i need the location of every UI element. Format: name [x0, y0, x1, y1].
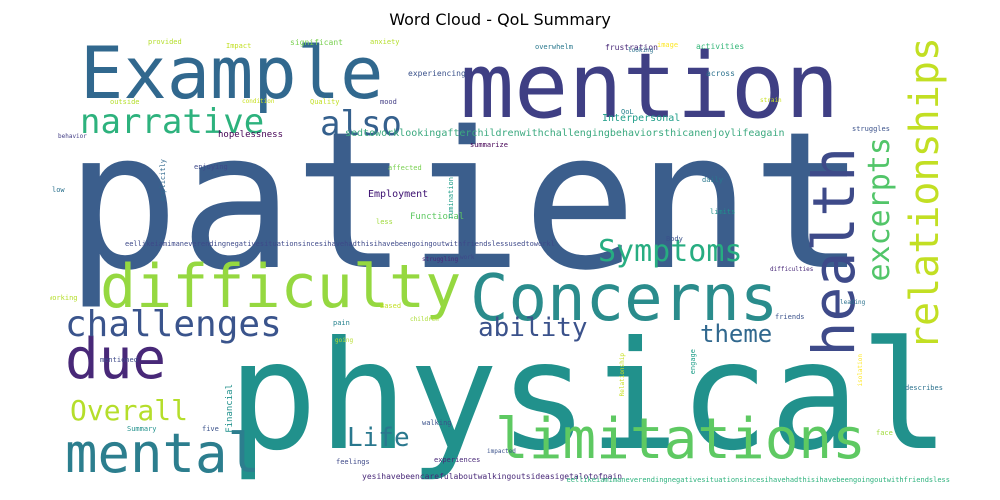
- word-26: Interpersonal: [602, 113, 681, 124]
- word-41: affected: [388, 164, 422, 172]
- word-22: eellikeiamimaneverendingnegativesituatio…: [125, 240, 555, 248]
- word-78: face: [876, 429, 893, 437]
- word-44: explicitly: [159, 159, 167, 202]
- word-4: Example: [80, 37, 384, 115]
- word-51: work: [460, 254, 475, 261]
- word-17: Overall: [70, 394, 189, 427]
- word-36: activities: [696, 42, 745, 51]
- word-40: enjoying: [194, 163, 228, 171]
- word-2: physical: [227, 310, 950, 484]
- word-30: experiencing: [408, 69, 466, 78]
- word-15: also: [320, 104, 402, 144]
- word-31: significant: [290, 38, 343, 47]
- word-52: difficulties: [770, 266, 814, 273]
- word-18: ability: [478, 313, 588, 343]
- word-48: limits: [710, 208, 736, 216]
- word-47: less: [376, 218, 393, 226]
- word-38: Quality: [310, 98, 340, 106]
- word-29: Financial: [225, 384, 235, 433]
- word-13: narrative: [80, 102, 265, 142]
- word-77: describes: [905, 384, 943, 392]
- word-75: Summary: [127, 425, 157, 433]
- word-9: relationships: [902, 37, 948, 351]
- word-57: children: [410, 316, 439, 323]
- word-20: Life: [347, 423, 410, 453]
- word-14: excerpts: [862, 137, 897, 282]
- word-53: leading: [840, 299, 866, 306]
- word-72: experiences: [434, 456, 481, 464]
- word-24: eellikeiamimaneverendingnegativesituatio…: [566, 476, 950, 484]
- word-19: theme: [700, 320, 773, 348]
- word-67: looking: [628, 47, 654, 54]
- word-25: Employment: [368, 189, 429, 200]
- word-10: mental: [65, 422, 261, 485]
- word-35: frustration: [605, 43, 658, 52]
- word-21: sedtoworklookingafterchildrenwithchallen…: [345, 128, 785, 139]
- word-76: five: [202, 425, 219, 433]
- word-70: strain: [760, 97, 782, 104]
- word-66: condition: [242, 98, 275, 105]
- word-79: Relationship: [619, 353, 626, 397]
- word-49: Body: [666, 235, 683, 243]
- word-8: health: [800, 147, 868, 357]
- word-11: due: [65, 327, 167, 392]
- word-42: summarize: [470, 141, 508, 149]
- word-39: mood: [380, 98, 397, 106]
- word-58: pain: [333, 319, 350, 327]
- word-56: Based: [380, 302, 402, 310]
- word-54: friends: [775, 313, 805, 321]
- word-74: feelings: [336, 458, 370, 466]
- word-33: anxiety: [370, 38, 400, 46]
- word-32: provided: [148, 38, 182, 46]
- word-34: overwhelm: [535, 43, 573, 51]
- word-71: walking: [422, 419, 452, 427]
- word-16: Symptoms: [598, 234, 743, 269]
- word-65: Impact: [226, 42, 252, 50]
- word-1: patient: [65, 91, 866, 312]
- word-3: mention: [460, 37, 840, 139]
- word-cloud: patient physical mention Example Concerns dif…: [50, 37, 950, 487]
- word-5: Concerns: [470, 262, 779, 336]
- word-28: Functional: [410, 212, 465, 222]
- word-62: low: [52, 186, 65, 194]
- word-80: isolation: [857, 354, 864, 387]
- word-60: mentioned: [100, 356, 138, 364]
- word-23: yesihavebeencarefulaboutwalkingoutsideas…: [362, 472, 623, 481]
- word-61: working: [50, 294, 78, 302]
- word-43: rumination: [447, 177, 455, 220]
- chart-title: Word Cloud - QoL Summary: [389, 10, 611, 29]
- word-64: outside: [110, 98, 140, 106]
- word-50: struggling: [422, 256, 459, 263]
- word-45: struggles: [852, 125, 890, 133]
- word-59: going: [335, 337, 354, 344]
- word-46: daily: [702, 176, 724, 184]
- word-27: hopelessness: [218, 130, 284, 140]
- word-73: impacted: [487, 448, 516, 455]
- word-37: across: [706, 69, 735, 78]
- word-63: behavior: [58, 133, 87, 140]
- word-6: difficulty: [100, 252, 462, 322]
- word-69: QoL: [621, 108, 634, 116]
- word-68: image: [657, 41, 679, 49]
- word-12: challenges: [65, 304, 282, 345]
- word-7: limitations: [495, 407, 866, 472]
- word-55: engage: [689, 349, 697, 375]
